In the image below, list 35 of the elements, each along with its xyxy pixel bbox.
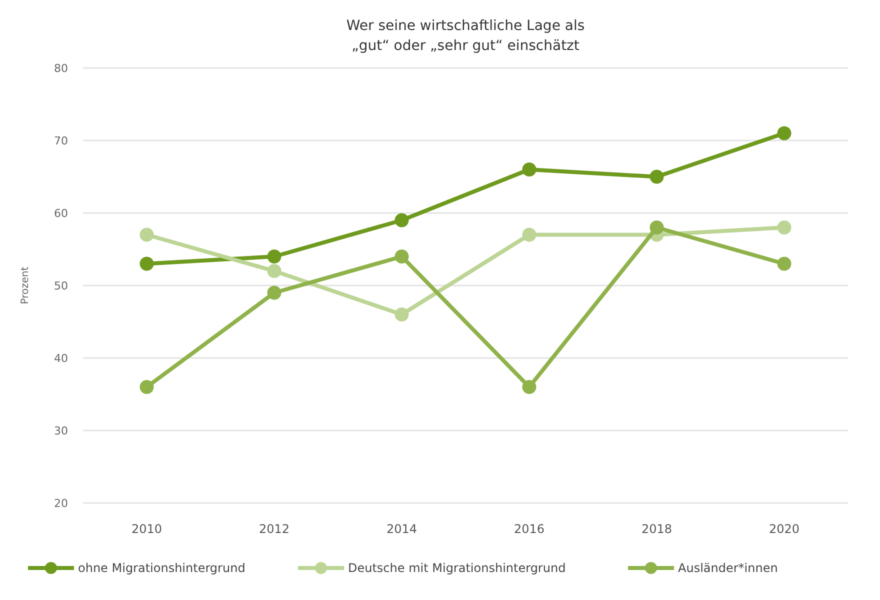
x-tick-label: 2010: [131, 522, 162, 536]
point: [650, 170, 664, 184]
y-tick-label: 40: [54, 352, 68, 365]
point: [777, 256, 792, 271]
point: [522, 380, 536, 394]
point: [522, 228, 536, 242]
point: [267, 250, 282, 264]
y-axis-title: Prozent: [20, 266, 31, 304]
x-tick-label: 2014: [386, 522, 418, 536]
point: [267, 286, 282, 300]
point: [140, 380, 154, 394]
y-tick-label: 30: [54, 424, 68, 438]
y-tick-label: 50: [54, 279, 68, 292]
y-tick-label: 60: [54, 206, 68, 220]
point: [140, 228, 154, 242]
y-tick-label: 80: [54, 62, 68, 75]
x-tick-label: 2018: [641, 522, 672, 536]
legend-label: ohne Migrationshintergrund: [78, 561, 246, 576]
point: [394, 250, 409, 264]
point: [394, 308, 409, 322]
point: [777, 126, 792, 140]
legend-label: Deutsche mit Migrationshintergrund: [348, 561, 566, 576]
y-tick-label: 20: [54, 496, 68, 510]
x-tick-label: 2016: [514, 522, 545, 536]
point: [267, 264, 282, 278]
point: [777, 220, 792, 234]
point: [394, 213, 409, 228]
legend-label: Ausländer*innen: [678, 561, 778, 576]
x-tick-label: 2020: [768, 522, 800, 536]
point: [522, 162, 536, 176]
x-tick-label: 2012: [258, 522, 290, 536]
point: [650, 220, 664, 234]
chart-title: Wer seine wirtschaftliche Lage als „gut“ oder „sehr gut“ einschätzt: [346, 18, 585, 54]
point: [140, 256, 154, 271]
y-tick-label: 70: [54, 134, 68, 148]
